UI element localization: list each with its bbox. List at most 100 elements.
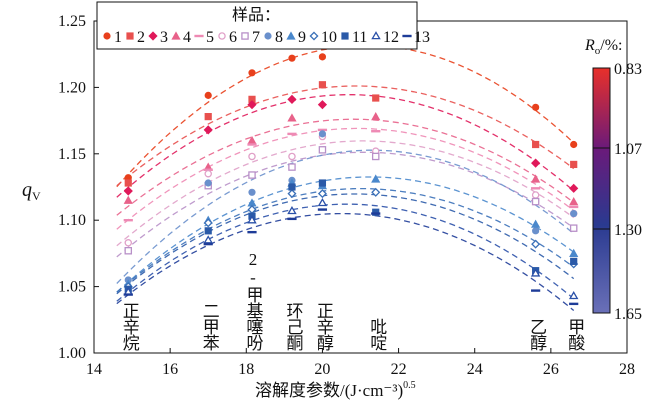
legend-item: 6 bbox=[218, 29, 237, 46]
legend-label: 3 bbox=[160, 29, 168, 46]
legend-label: 13 bbox=[414, 29, 430, 46]
legend-label: 10 bbox=[321, 29, 337, 46]
colorbar-tick-label: 1.07 bbox=[614, 141, 642, 158]
solvent-label: 二甲苯 bbox=[200, 302, 220, 351]
data-point-9 bbox=[569, 248, 579, 257]
legend-item: 5 bbox=[194, 29, 214, 46]
legend-item: 10 bbox=[309, 29, 337, 46]
data-point-5 bbox=[247, 143, 257, 146]
legend-marker bbox=[371, 31, 381, 40]
series-10 bbox=[123, 187, 579, 292]
legend-label: 6 bbox=[229, 29, 237, 46]
data-point-3 bbox=[247, 100, 257, 110]
data-point-6 bbox=[124, 239, 133, 247]
data-point-1 bbox=[288, 54, 296, 62]
legend: 样品： 1 2 3 4 5 6 7 8 9 10 11 12 13 bbox=[96, 1, 430, 50]
series-6 bbox=[124, 132, 578, 247]
fit-curve-9 bbox=[116, 176, 575, 293]
fit-curve-1 bbox=[116, 44, 575, 188]
data-point-7 bbox=[288, 163, 296, 171]
data-point-4 bbox=[371, 112, 381, 121]
fit-curve-10 bbox=[116, 187, 575, 293]
colorbar-tick-label: 1.65 bbox=[614, 306, 642, 323]
data-point-10 bbox=[371, 187, 381, 197]
data-point-9 bbox=[247, 198, 257, 207]
data-point-10 bbox=[203, 218, 213, 228]
legend-item: 4 bbox=[171, 29, 191, 46]
data-point-6 bbox=[248, 152, 256, 161]
fit-curves bbox=[116, 44, 575, 311]
legend-marker bbox=[194, 34, 204, 38]
legend-item: 12 bbox=[371, 29, 399, 46]
fit-curve-8 bbox=[116, 149, 575, 284]
data-points bbox=[123, 53, 579, 306]
data-point-4 bbox=[569, 197, 579, 206]
x-tick-label: 26 bbox=[543, 361, 559, 378]
data-point-13 bbox=[371, 212, 381, 215]
data-point-5 bbox=[531, 187, 541, 190]
legend-item: 7 bbox=[241, 29, 260, 46]
solvent-label: 环己酮 bbox=[283, 302, 303, 352]
data-point-10 bbox=[531, 239, 541, 249]
legend-marker bbox=[126, 32, 134, 40]
y-tick-label: 1.25 bbox=[58, 13, 86, 30]
data-point-12 bbox=[530, 268, 541, 277]
legend-marker bbox=[103, 32, 111, 40]
data-point-8 bbox=[318, 130, 327, 138]
legend-item: 8 bbox=[264, 29, 283, 46]
data-point-6 bbox=[288, 152, 296, 161]
series-2 bbox=[124, 81, 578, 187]
data-point-10 bbox=[317, 189, 327, 199]
data-point-3 bbox=[531, 158, 541, 168]
data-point-2 bbox=[124, 179, 132, 187]
legend-marker bbox=[286, 31, 296, 40]
y-axis-label: qV bbox=[22, 179, 41, 203]
y-tick-label: 1.15 bbox=[58, 146, 86, 163]
data-point-13 bbox=[203, 242, 213, 246]
data-point-11 bbox=[318, 179, 327, 187]
data-point-1 bbox=[532, 103, 540, 111]
data-point-12 bbox=[568, 291, 579, 300]
series-1 bbox=[124, 53, 578, 182]
data-point-13 bbox=[531, 289, 541, 292]
data-point-5 bbox=[569, 205, 579, 209]
data-point-1 bbox=[318, 53, 327, 61]
solvent-label: 正辛烷 bbox=[120, 302, 140, 352]
data-point-5 bbox=[203, 168, 213, 171]
colorbar: Ro/%: 0.83 1.07 1.30 1.65 bbox=[584, 37, 642, 323]
legend-marker bbox=[171, 31, 181, 40]
legend-title: 样品： bbox=[232, 6, 280, 24]
data-point-2 bbox=[532, 140, 540, 149]
data-point-5 bbox=[317, 128, 328, 132]
fit-curve-7 bbox=[116, 151, 575, 258]
solvent-label: 正辛醇 bbox=[314, 302, 334, 351]
y-tick-label: 1.05 bbox=[58, 279, 86, 296]
data-point-3 bbox=[287, 94, 297, 104]
legend-marker bbox=[148, 31, 158, 41]
fit-curve-2 bbox=[116, 85, 575, 187]
data-point-4 bbox=[247, 135, 257, 145]
x-tick-label: 14 bbox=[86, 361, 102, 378]
data-point-8 bbox=[532, 227, 540, 235]
data-point-8 bbox=[248, 188, 256, 196]
solvent-label: 2-甲基噻吩 bbox=[243, 250, 263, 351]
y-tick-label: 1.20 bbox=[58, 79, 86, 96]
data-point-9 bbox=[371, 174, 381, 183]
axes: 14 16 18 20 22 24 26 281.001.051.101.151.201.25 bbox=[58, 13, 635, 378]
colorbar-title: Ro/%: bbox=[584, 37, 623, 57]
data-point-7 bbox=[248, 171, 256, 179]
fit-curve-6 bbox=[116, 140, 575, 247]
series-5 bbox=[123, 128, 579, 222]
data-point-5 bbox=[371, 130, 381, 133]
legend-label: 9 bbox=[298, 29, 306, 46]
data-point-13 bbox=[123, 293, 133, 296]
data-point-2 bbox=[372, 94, 380, 102]
data-point-4 bbox=[123, 195, 133, 204]
x-axis-label-exp: 0.5 bbox=[403, 380, 416, 391]
fit-curve-11 bbox=[116, 193, 575, 295]
data-point-1 bbox=[248, 69, 256, 77]
series-8 bbox=[124, 130, 578, 284]
data-point-5 bbox=[123, 219, 133, 222]
data-point-12 bbox=[247, 215, 257, 224]
